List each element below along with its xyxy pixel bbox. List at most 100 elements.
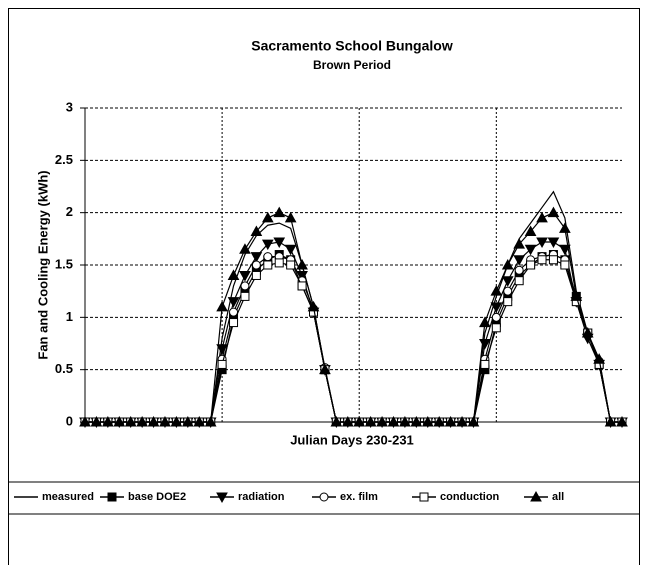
marker <box>419 492 429 502</box>
marker <box>581 327 594 338</box>
marker <box>479 316 491 328</box>
series <box>80 250 627 427</box>
marker <box>480 359 490 369</box>
marker <box>147 415 160 427</box>
marker <box>181 415 194 427</box>
series-line <box>85 253 622 423</box>
marker <box>524 244 537 256</box>
y-tick-label: 1.5 <box>55 256 73 271</box>
marker <box>444 415 457 427</box>
marker <box>524 225 537 237</box>
marker <box>433 415 446 427</box>
marker <box>616 415 628 427</box>
marker <box>503 286 513 296</box>
series-line <box>85 253 622 423</box>
marker <box>296 258 308 270</box>
marker <box>490 285 503 296</box>
marker <box>79 415 91 427</box>
marker <box>514 276 524 286</box>
chart-subtitle: Brown Period <box>313 58 391 72</box>
y-tick-label: 2 <box>66 204 73 219</box>
marker <box>410 415 423 427</box>
marker <box>229 318 239 328</box>
marker <box>467 415 480 427</box>
marker <box>503 297 513 307</box>
marker <box>193 415 206 427</box>
legend-label: conduction <box>440 491 500 503</box>
marker <box>456 415 468 427</box>
marker <box>513 255 526 266</box>
series-line <box>85 190 622 423</box>
series <box>79 206 628 427</box>
y-tick-label: 2.5 <box>55 152 73 167</box>
legend-label: ex. film <box>340 491 378 503</box>
marker <box>286 260 296 270</box>
marker <box>387 415 400 427</box>
marker <box>319 363 331 375</box>
series <box>85 190 622 423</box>
marker <box>239 270 251 282</box>
marker <box>559 244 571 256</box>
series-line <box>85 259 622 423</box>
marker <box>261 211 274 223</box>
marker <box>536 237 548 249</box>
marker <box>250 252 263 263</box>
marker <box>491 323 501 333</box>
marker <box>136 415 148 427</box>
marker <box>261 239 274 251</box>
marker <box>227 269 240 280</box>
marker <box>570 290 583 301</box>
marker <box>240 281 250 291</box>
marker <box>353 415 366 427</box>
y-tick-label: 3 <box>66 99 73 114</box>
marker <box>170 415 183 427</box>
marker <box>364 415 377 427</box>
marker <box>536 211 548 223</box>
marker <box>548 255 558 265</box>
y-axis-label: Fan and Cooling Energy (kWh) <box>35 170 50 359</box>
legend-label: all <box>552 491 564 503</box>
marker <box>107 492 117 502</box>
marker <box>90 415 103 427</box>
marker <box>547 237 560 249</box>
marker <box>297 281 307 291</box>
marker <box>216 300 228 312</box>
marker <box>513 238 526 249</box>
marker <box>274 258 284 268</box>
marker <box>251 260 261 270</box>
marker <box>251 270 261 280</box>
marker <box>341 415 354 427</box>
y-tick-label: 0.5 <box>55 361 73 376</box>
y-tick-label: 0 <box>66 413 73 428</box>
marker <box>102 415 114 427</box>
marker <box>526 260 536 270</box>
marker <box>501 258 514 270</box>
marker <box>490 302 503 313</box>
marker <box>593 353 605 364</box>
marker <box>216 492 228 504</box>
marker <box>273 206 286 218</box>
series-line <box>85 241 622 423</box>
x-axis-label: Julian Days 230-231 <box>290 432 414 447</box>
marker <box>227 297 240 308</box>
marker <box>501 276 514 287</box>
marker <box>559 222 571 233</box>
marker <box>240 291 250 301</box>
marker <box>250 225 263 237</box>
series <box>79 237 628 429</box>
marker <box>604 415 617 427</box>
marker <box>284 244 297 256</box>
marker <box>547 206 560 218</box>
marker <box>159 415 171 427</box>
marker <box>113 415 126 427</box>
marker <box>273 237 286 249</box>
marker <box>537 255 547 265</box>
marker <box>421 415 434 427</box>
legend-label: base DOE2 <box>128 491 186 503</box>
legend-label: measured <box>42 491 94 503</box>
marker <box>204 415 217 427</box>
marker <box>263 252 273 262</box>
legend-label: radiation <box>238 491 285 503</box>
marker <box>376 415 388 427</box>
